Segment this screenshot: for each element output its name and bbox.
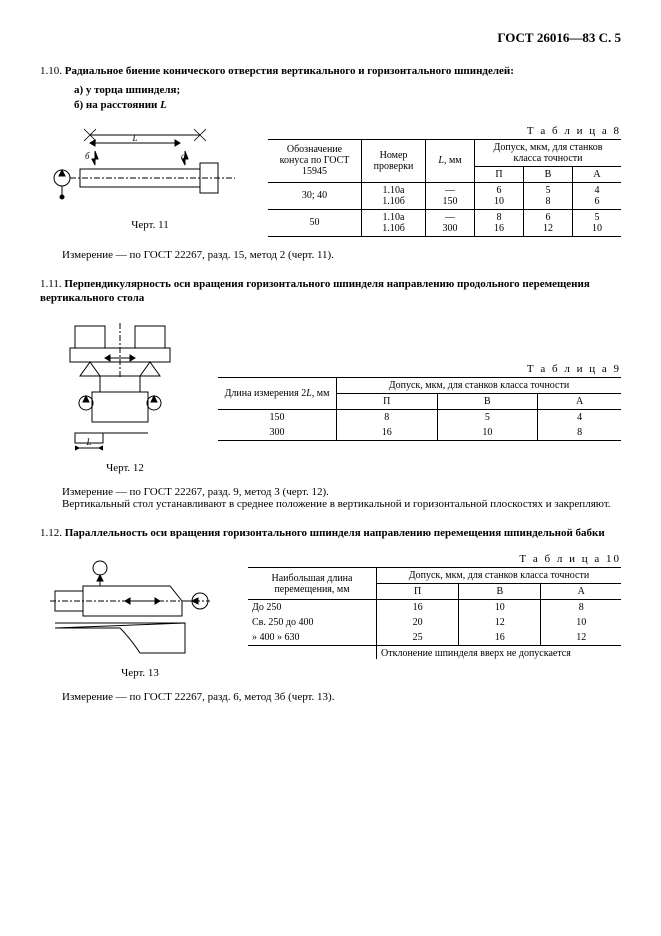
sec-111-title: Перпендикулярность оси вращения горизонт… [40, 278, 590, 305]
t8-caption: Т а б л и ц а 8 [268, 125, 621, 137]
table-cell: 1.10а1.10б [362, 182, 426, 209]
sec-110-a: а) у торца шпинделя; [74, 83, 621, 98]
t9-h2: Допуск, мкм, для станков класса точности [337, 378, 622, 394]
svg-text:L: L [131, 133, 137, 143]
svg-text:б: б [85, 151, 90, 161]
table-cell: 4 [538, 410, 621, 426]
table-cell: 30; 40 [268, 182, 362, 209]
table-cell: 12 [541, 630, 621, 646]
table-cell: 1.10а1.10б [362, 209, 426, 236]
figure-13 [40, 553, 230, 663]
sec-111-num: 1.11. [40, 278, 62, 290]
t8-c1: П [475, 166, 524, 182]
fig12-caption: Черт. 12 [40, 462, 210, 474]
t9-c3: А [538, 394, 621, 410]
t10-caption: Т а б л и ц а 10 [248, 553, 621, 565]
fig11-caption: Черт. 11 [40, 219, 260, 231]
meas-112: Измерение — по ГОСТ 22267, разд. 6, мето… [40, 691, 621, 703]
sec-110-b: б) на расстоянии [74, 99, 157, 111]
table-cell: Св. 250 до 400 [248, 615, 377, 630]
table-cell: 12 [459, 615, 541, 630]
table-cell: 50 [268, 209, 362, 236]
t9-h1: Длина измерения 2L, мм [218, 378, 337, 410]
meas-111: Измерение — по ГОСТ 22267, разд. 9, мето… [40, 486, 621, 498]
table-cell: 16 [459, 630, 541, 646]
table-cell: 10 [541, 615, 621, 630]
section-1-10: 1.10. Радиальное биение конического отве… [40, 64, 621, 113]
table-cell: 8 [541, 600, 621, 616]
fig13-caption: Черт. 13 [40, 667, 240, 679]
table-cell: 610 [475, 182, 524, 209]
table-cell: До 250 [248, 600, 377, 616]
t10-h1: Наибольшая длина перемещения, мм [248, 568, 377, 600]
table-cell: 58 [524, 182, 573, 209]
t9-c2: В [437, 394, 538, 410]
figure-12: L [40, 318, 200, 458]
t9-c1: П [337, 394, 438, 410]
table-cell: 16 [377, 600, 459, 616]
table-cell: 16 [337, 425, 438, 441]
table-cell: 5 [437, 410, 538, 426]
t10-h2: Допуск, мкм, для станков класса точности [377, 568, 622, 584]
table-8: Обозначение конуса по ГОСТ 15945 Номер п… [268, 139, 621, 237]
table-cell: 10 [459, 600, 541, 616]
t8-c3: А [573, 166, 622, 182]
table-cell: » 400 » 630 [248, 630, 377, 646]
t10-c1: П [377, 584, 459, 600]
svg-text:L: L [85, 437, 91, 447]
table-cell: 8 [538, 425, 621, 441]
t8-h4: Допуск, мкм, для станков класса точности [475, 139, 622, 166]
table-cell: —300 [426, 209, 475, 236]
sec-110-title: Радиальное биение конического отверстия … [65, 65, 514, 77]
table-cell: 612 [524, 209, 573, 236]
meas-110: Измерение — по ГОСТ 22267, разд. 15, мет… [40, 249, 621, 261]
sec-110-num: 1.10. [40, 65, 62, 77]
t10-foot: Отклонение шпинделя вверх не допускается [377, 646, 622, 660]
page-header: ГОСТ 26016—83 С. 5 [40, 30, 621, 46]
table-cell: 510 [573, 209, 622, 236]
table-cell: 46 [573, 182, 622, 209]
table-cell: 300 [218, 425, 337, 441]
table-cell: 25 [377, 630, 459, 646]
table-cell: 8 [337, 410, 438, 426]
section-1-11: 1.11. Перпендикулярность оси вращения го… [40, 277, 621, 307]
table-cell: 150 [218, 410, 337, 426]
t10-c3: А [541, 584, 621, 600]
t8-h3: L, мм [426, 139, 475, 182]
sec-112-num: 1.12. [40, 527, 62, 539]
table-cell: —150 [426, 182, 475, 209]
sec-112-title: Параллельность оси вращения горизонтальн… [65, 527, 605, 539]
table-cell: 20 [377, 615, 459, 630]
table-cell: 10 [437, 425, 538, 441]
sec-110-bvar: L [160, 99, 167, 111]
figure-11: L б а [40, 125, 240, 215]
section-1-12: 1.12. Параллельность оси вращения горизо… [40, 526, 621, 541]
table-cell: 816 [475, 209, 524, 236]
t9-caption: Т а б л и ц а 9 [218, 363, 621, 375]
t10-c2: В [459, 584, 541, 600]
extra-111: Вертикальный стол устанавливают в средне… [40, 498, 621, 510]
table-9: Длина измерения 2L, мм Допуск, мкм, для … [218, 377, 621, 441]
t8-h2: Номер проверки [362, 139, 426, 182]
t8-h1: Обозначение конуса по ГОСТ 15945 [268, 139, 362, 182]
t8-c2: В [524, 166, 573, 182]
table-10: Наибольшая длина перемещения, мм Допуск,… [248, 567, 621, 659]
